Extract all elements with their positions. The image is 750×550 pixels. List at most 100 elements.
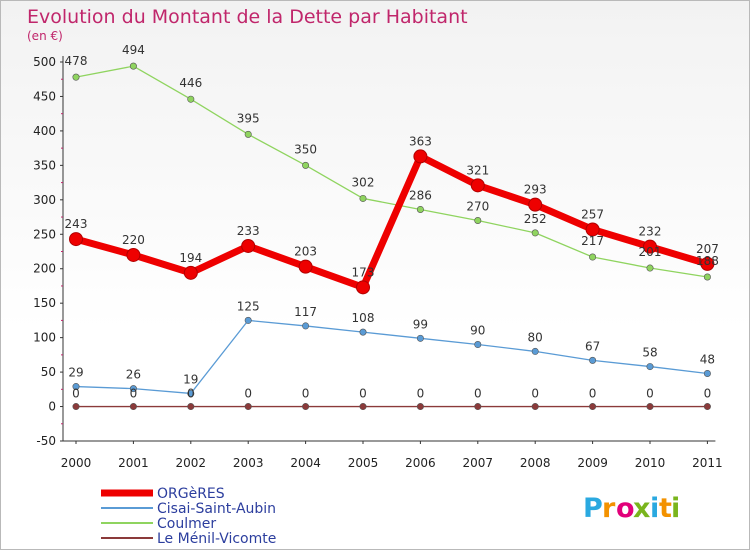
data-label: 270 — [466, 199, 489, 213]
x-tick-label: 2002 — [176, 456, 207, 470]
legend-label: Coulmer — [157, 516, 216, 532]
data-label: 217 — [581, 234, 604, 248]
data-label: 125 — [237, 299, 260, 313]
unit-label: (en €) — [27, 29, 63, 43]
data-label: 0 — [417, 387, 425, 401]
data-labels-layer: 478 494 446 395 350 302 286 270 252 217 201 188 29 26… — [65, 43, 719, 400]
data-label: 257 — [581, 207, 604, 221]
y-tick-label: -50 — [36, 434, 56, 448]
data-point — [187, 403, 195, 411]
data-point — [531, 347, 539, 355]
data-point — [359, 194, 367, 202]
data-label: 108 — [352, 311, 375, 325]
data-point — [302, 403, 310, 411]
x-tick-label: 2000 — [61, 456, 92, 470]
y-tick-label: 200 — [33, 262, 56, 276]
data-point — [129, 403, 137, 411]
data-point — [416, 403, 424, 411]
data-point — [126, 247, 141, 262]
data-point — [72, 403, 80, 411]
data-label: 0 — [474, 387, 482, 401]
logo-letter: o — [616, 493, 635, 524]
data-label: 0 — [244, 387, 252, 401]
y-tick-label: 400 — [33, 124, 56, 138]
series-line-coulmer — [75, 65, 709, 278]
data-point — [129, 385, 137, 393]
data-point — [470, 178, 485, 193]
series-coulmer — [72, 62, 711, 281]
y-tick-label: 250 — [33, 227, 56, 241]
x-tick-label: 2001 — [118, 456, 149, 470]
data-label: 173 — [352, 265, 375, 279]
data-label: 243 — [65, 217, 88, 231]
data-point — [416, 334, 424, 342]
data-point — [589, 356, 597, 364]
data-label: 0 — [187, 387, 195, 401]
data-label: 252 — [524, 212, 547, 226]
data-point — [703, 369, 711, 377]
data-label: 201 — [639, 245, 662, 259]
data-label: 321 — [466, 163, 489, 177]
data-point — [244, 316, 252, 324]
data-label: 80 — [528, 330, 543, 344]
y-tick-label: 50 — [41, 365, 56, 379]
data-label: 0 — [359, 387, 367, 401]
y-tick-label: 100 — [33, 331, 56, 345]
data-point — [129, 62, 137, 70]
data-point — [703, 273, 711, 281]
data-label: 67 — [585, 339, 600, 353]
data-point — [585, 222, 600, 237]
data-point — [416, 205, 424, 213]
data-label: 478 — [65, 54, 88, 68]
data-label: 446 — [179, 76, 202, 90]
x-tick-label: 2006 — [405, 456, 436, 470]
data-point — [359, 403, 367, 411]
data-point — [531, 403, 539, 411]
data-point — [69, 232, 83, 247]
x-tick-label: 2005 — [348, 456, 379, 470]
data-point — [646, 264, 654, 272]
x-tick-label: 2003 — [233, 456, 264, 470]
x-tick-label: 2008 — [520, 456, 551, 470]
logo-letter: P — [583, 493, 603, 524]
data-label: 99 — [413, 317, 428, 331]
x-tick-label: 2010 — [635, 456, 666, 470]
data-label: 0 — [531, 387, 539, 401]
legend-label: ORGèRES — [157, 486, 225, 502]
data-label: 188 — [696, 254, 719, 268]
data-point — [528, 197, 543, 212]
data-point — [302, 161, 310, 169]
data-point — [589, 403, 597, 411]
x-tick-label: 2004 — [290, 456, 321, 470]
legend-label: Le Ménil-Vicomte — [157, 531, 276, 547]
data-point — [72, 73, 80, 81]
data-point — [646, 403, 654, 411]
data-label: 0 — [72, 387, 80, 401]
data-point — [244, 130, 252, 138]
legend-label: Cisai-Saint-Aubin — [157, 501, 276, 517]
data-label: 0 — [302, 387, 310, 401]
data-point — [356, 280, 370, 295]
data-point — [359, 328, 367, 336]
data-label: 220 — [122, 233, 145, 247]
logo-letter: t — [659, 493, 672, 524]
data-label: 0 — [646, 387, 654, 401]
y-tick-label: 500 — [33, 55, 56, 69]
series-line-cisai-saint-aubin — [75, 319, 709, 395]
data-label: 286 — [409, 188, 432, 202]
series-le-menil-vicomte — [72, 403, 711, 411]
data-label: 194 — [179, 251, 202, 265]
data-point — [244, 403, 252, 411]
data-point — [589, 253, 597, 261]
logo-letter: i — [650, 493, 659, 524]
chart-title: Evolution du Montant de la Dette par Hab… — [27, 6, 468, 28]
series-layer — [69, 62, 715, 411]
series-cisai-saint-aubin — [72, 316, 711, 397]
y-tick-label: 150 — [33, 296, 56, 310]
logo-letter: x — [633, 493, 650, 524]
y-tick-label: 300 — [33, 193, 56, 207]
data-point — [241, 238, 256, 253]
